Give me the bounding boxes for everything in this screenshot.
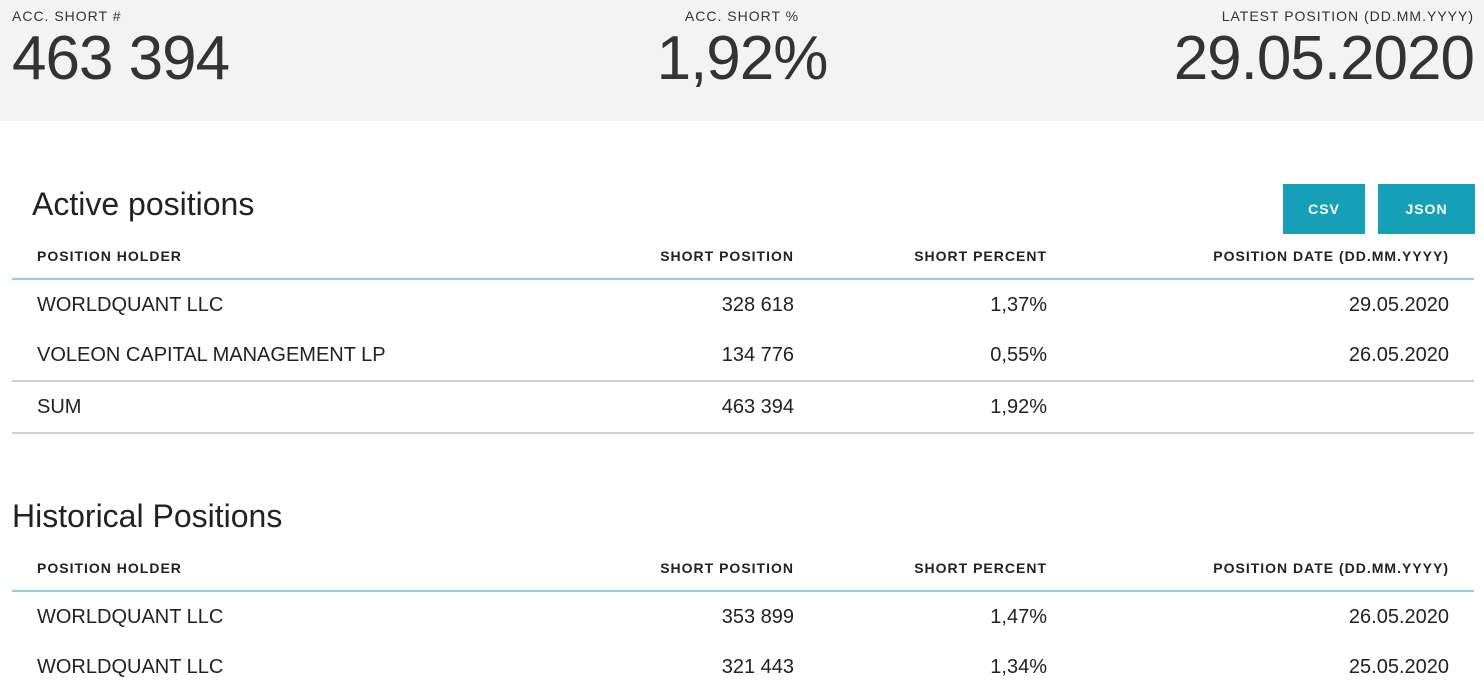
sum-short-position: 463 394 bbox=[721, 396, 794, 418]
table-row: WORLDQUANT LLC 321 443 1,34% 25.05.2020 bbox=[12, 642, 1474, 692]
latest-position-value: 29.05.2020 bbox=[1173, 24, 1475, 93]
acc-short-count-stat: ACC. SHORT # 463 394 bbox=[12, 0, 230, 93]
position-holder-cell: WORLDQUANT LLC bbox=[37, 294, 224, 316]
position-holder-cell: VOLEON CAPITAL MANAGEMENT LP bbox=[37, 344, 386, 366]
position-date-cell: 29.05.2020 bbox=[1348, 294, 1449, 316]
acc-short-count-label: ACC. SHORT # bbox=[12, 8, 122, 24]
header-short-position[interactable]: SHORT POSITION bbox=[660, 248, 794, 264]
short-percent-cell: 0,55% bbox=[990, 344, 1047, 366]
table-row: WORLDQUANT LLC 328 618 1,37% 29.05.2020 bbox=[12, 280, 1474, 330]
short-position-cell: 353 899 bbox=[721, 606, 794, 628]
summary-panel: ACC. SHORT # 463 394 ACC. SHORT % 1,92% … bbox=[0, 0, 1484, 121]
short-position-cell: 328 618 bbox=[721, 294, 794, 316]
position-holder-cell: WORLDQUANT LLC bbox=[37, 656, 224, 678]
short-position-cell: 134 776 bbox=[721, 344, 794, 366]
historical-positions-table: POSITION HOLDER SHORT POSITION SHORT PER… bbox=[12, 547, 1474, 692]
json-download-button[interactable]: JSON bbox=[1378, 184, 1475, 234]
table-row: VOLEON CAPITAL MANAGEMENT LP 134 776 0,5… bbox=[12, 330, 1474, 380]
table-header: POSITION HOLDER SHORT POSITION SHORT PER… bbox=[12, 547, 1474, 592]
short-percent-cell: 1,47% bbox=[990, 606, 1047, 628]
sum-label: SUM bbox=[37, 396, 82, 418]
header-position-date[interactable]: POSITION DATE (DD.MM.YYYY) bbox=[1213, 560, 1449, 576]
short-percent-cell: 1,37% bbox=[990, 294, 1047, 316]
table-header: POSITION HOLDER SHORT POSITION SHORT PER… bbox=[12, 235, 1474, 280]
latest-position-label: LATEST POSITION (DD.MM.YYYY) bbox=[1221, 8, 1474, 24]
acc-short-pct-label: ACC. SHORT % bbox=[684, 8, 800, 24]
position-date-cell: 26.05.2020 bbox=[1348, 344, 1449, 366]
latest-position-stat: LATEST POSITION (DD.MM.YYYY) 29.05.2020 bbox=[1173, 0, 1475, 93]
position-holder-cell: WORLDQUANT LLC bbox=[37, 606, 224, 628]
historical-positions-title: Historical Positions bbox=[12, 498, 283, 534]
short-percent-cell: 1,34% bbox=[990, 656, 1047, 678]
header-position-holder[interactable]: POSITION HOLDER bbox=[37, 560, 182, 576]
position-date-cell: 25.05.2020 bbox=[1348, 656, 1449, 678]
acc-short-pct-value: 1,92% bbox=[656, 24, 829, 93]
active-positions-table: POSITION HOLDER SHORT POSITION SHORT PER… bbox=[12, 235, 1474, 434]
acc-short-count-value: 463 394 bbox=[12, 24, 230, 93]
table-row: WORLDQUANT LLC 353 899 1,47% 26.05.2020 bbox=[12, 592, 1474, 642]
acc-short-pct-stat: ACC. SHORT % 1,92% bbox=[0, 0, 1484, 90]
active-positions-title: Active positions bbox=[32, 186, 255, 222]
header-short-percent[interactable]: SHORT PERCENT bbox=[914, 560, 1047, 576]
header-short-percent[interactable]: SHORT PERCENT bbox=[914, 248, 1047, 264]
csv-download-button[interactable]: CSV bbox=[1283, 184, 1365, 234]
short-position-cell: 321 443 bbox=[721, 656, 794, 678]
sum-row: SUM 463 394 1,92% bbox=[12, 380, 1474, 434]
sum-short-percent: 1,92% bbox=[990, 396, 1047, 418]
header-position-holder[interactable]: POSITION HOLDER bbox=[37, 248, 182, 264]
position-date-cell: 26.05.2020 bbox=[1348, 606, 1449, 628]
header-short-position[interactable]: SHORT POSITION bbox=[660, 560, 794, 576]
header-position-date[interactable]: POSITION DATE (DD.MM.YYYY) bbox=[1213, 248, 1449, 264]
